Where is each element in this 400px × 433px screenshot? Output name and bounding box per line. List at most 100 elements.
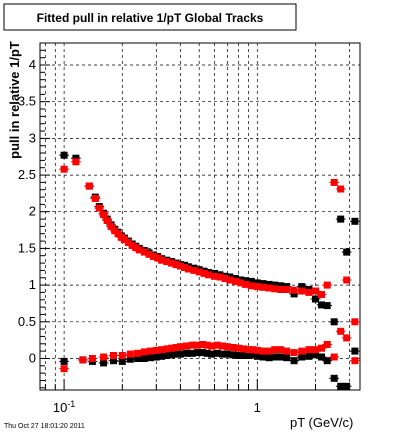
marker: [211, 272, 218, 280]
marker: [124, 239, 132, 246]
axis-ticks: [40, 49, 350, 390]
marker: [60, 165, 68, 173]
red-point: [329, 178, 340, 186]
marker: [283, 354, 291, 362]
marker: [330, 374, 338, 382]
marker: [323, 341, 331, 348]
x-axis-label: pT (GeV/c): [290, 415, 353, 430]
marker: [223, 343, 231, 351]
marker: [259, 353, 267, 361]
marker: [351, 357, 359, 365]
marker: [271, 285, 279, 293]
red-point: [335, 185, 346, 193]
red-point: [59, 165, 69, 173]
marker: [330, 318, 338, 326]
marker: [184, 265, 192, 273]
marker: [237, 279, 245, 287]
black-point: [71, 154, 81, 162]
chart-title: Fitted pull in relative 1/pT Global Trac…: [37, 11, 264, 25]
red-point: [289, 349, 299, 357]
marker: [203, 341, 211, 349]
marker: [312, 351, 319, 359]
marker: [305, 288, 313, 296]
marker: [213, 349, 221, 357]
red-point: [281, 347, 292, 355]
red-point: [90, 195, 101, 202]
marker: [253, 279, 261, 287]
marker: [343, 248, 351, 256]
title-box: [3, 3, 297, 31]
marker: [318, 291, 325, 299]
marker: [235, 344, 243, 352]
x-tick-label: 10-1: [53, 399, 75, 415]
marker: [128, 242, 136, 249]
marker: [265, 280, 273, 288]
y-tick-label: 1.5: [18, 240, 36, 255]
marker: [150, 253, 157, 260]
marker: [172, 344, 180, 351]
marker: [100, 211, 108, 219]
marker: [152, 346, 160, 354]
marker: [134, 349, 142, 357]
red-point: [87, 355, 98, 362]
marker: [249, 351, 257, 359]
black-point: [350, 347, 360, 355]
marker: [240, 345, 248, 353]
black-point: [281, 354, 292, 362]
marker: [172, 261, 180, 269]
marker: [140, 348, 148, 356]
marker: [259, 347, 267, 355]
black-point: [297, 283, 307, 291]
marker: [229, 351, 237, 359]
marker: [91, 195, 99, 202]
marker: [168, 344, 176, 352]
marker: [60, 151, 68, 159]
marker: [259, 280, 267, 288]
marker: [277, 286, 285, 293]
red-point: [117, 352, 128, 359]
marker: [72, 158, 80, 166]
marker: [312, 287, 319, 295]
marker: [271, 353, 279, 361]
marker: [271, 346, 279, 354]
red-point: [84, 182, 95, 190]
marker: [176, 350, 184, 358]
marker: [200, 269, 208, 277]
marker: [219, 342, 226, 350]
marker: [140, 355, 148, 362]
marker: [181, 264, 188, 271]
marker: [337, 185, 345, 193]
black-point: [289, 290, 299, 298]
red-point: [341, 334, 352, 342]
marker: [208, 342, 216, 350]
marker: [88, 355, 96, 362]
marker: [213, 341, 221, 349]
marker: [203, 349, 211, 357]
marker: [147, 347, 154, 355]
red-point: [310, 287, 321, 295]
black-point: [335, 215, 346, 223]
black-point: [316, 353, 327, 361]
red-point: [297, 287, 307, 295]
marker: [126, 355, 134, 363]
red-point: [335, 327, 346, 335]
marker: [323, 357, 331, 365]
y-tick-label: 3.5: [18, 94, 36, 109]
marker: [100, 353, 108, 361]
marker: [168, 259, 176, 267]
marker: [152, 353, 160, 361]
marker: [253, 352, 261, 360]
marker: [235, 352, 243, 359]
marker: [107, 222, 115, 230]
y-tick-label: 0.5: [18, 314, 36, 329]
marker: [249, 346, 257, 354]
marker: [158, 346, 166, 354]
marker: [163, 352, 171, 359]
black-point: [297, 353, 307, 361]
plot-frame: [39, 42, 361, 391]
marker: [330, 353, 338, 361]
marker: [176, 262, 184, 270]
marker: [190, 266, 198, 274]
marker: [343, 334, 351, 342]
